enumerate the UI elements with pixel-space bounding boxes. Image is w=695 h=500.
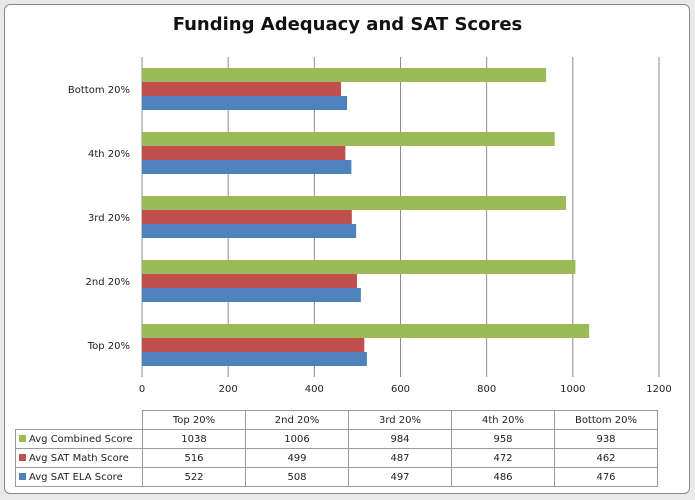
bar-avg-combined-score [142, 324, 590, 338]
table-cell: 516 [142, 448, 246, 468]
bar-avg-sat-ela-score [142, 352, 367, 366]
bar-avg-combined-score [142, 260, 576, 274]
table-cell: 508 [245, 467, 349, 487]
series-name: Avg SAT ELA Score [29, 471, 123, 483]
bar-avg-sat-math-score [142, 82, 342, 96]
x-tick-label: 600 [391, 384, 410, 395]
x-tick-label: 0 [139, 384, 145, 395]
bar-avg-combined-score [142, 68, 547, 82]
table-cell: 499 [245, 448, 349, 468]
x-tick-label: 400 [305, 384, 324, 395]
data-table: Top 20% 2nd 20% 3rd 20% 4th 20% Bottom 20% Av… [15, 410, 658, 487]
bar-avg-sat-ela-score [142, 160, 352, 174]
legend-key-icon [19, 434, 26, 442]
table-cell: 958 [451, 429, 555, 449]
table-cell: 476 [554, 467, 658, 487]
bar-avg-sat-math-score [142, 146, 346, 160]
table-column-header: Bottom 20% [554, 410, 658, 430]
bar-avg-combined-score [142, 132, 555, 146]
x-tick-label: 1000 [560, 384, 585, 395]
table-cell: 984 [348, 429, 452, 449]
legend-entry: Avg Combined Score [15, 429, 143, 449]
table-cell: 486 [451, 467, 555, 487]
bar-avg-sat-ela-score [142, 288, 361, 302]
legend-key-icon [19, 472, 26, 480]
bar-avg-sat-ela-score [142, 96, 348, 110]
table-cell: 462 [554, 448, 658, 468]
table-cell: 938 [554, 429, 658, 449]
y-tick-label: 3rd 20% [88, 213, 130, 224]
table-cell: 1038 [142, 429, 246, 449]
bar-avg-sat-math-score [142, 274, 357, 288]
table-header-row: Top 20% 2nd 20% 3rd 20% 4th 20% Bottom 20% [15, 410, 658, 430]
table-column-header: 3rd 20% [348, 410, 452, 430]
table-cell: 472 [451, 448, 555, 468]
x-tick-label: 800 [477, 384, 496, 395]
table-row: Avg SAT ELA Score 522 508 497 486 476 [15, 467, 658, 487]
y-tick-label: 4th 20% [88, 149, 130, 160]
table-row: Avg Combined Score 1038 1006 984 958 938 [15, 429, 658, 449]
legend-key-icon [19, 453, 26, 461]
table-cell: 1006 [245, 429, 349, 449]
x-tick-label: 200 [219, 384, 238, 395]
legend-entry: Avg SAT ELA Score [15, 467, 143, 487]
table-column-header: Top 20% [142, 410, 246, 430]
table-column-header: 2nd 20% [245, 410, 349, 430]
x-tick-label: 1200 [646, 384, 671, 395]
plot-area: 0 200 400 600 800 1000 1200 Top 20% 2nd 20% 3rd 2… [68, 57, 672, 395]
series-name: Avg Combined Score [29, 433, 133, 445]
bar-avg-sat-ela-score [142, 224, 357, 238]
table-row: Avg SAT Math Score 516 499 487 472 462 [15, 448, 658, 468]
table-cell: 497 [348, 467, 452, 487]
table-column-header: 4th 20% [451, 410, 555, 430]
chart-title: Funding Adequacy and SAT Scores [172, 14, 523, 35]
table-cell: 522 [142, 467, 246, 487]
y-tick-label: 2nd 20% [86, 277, 130, 288]
legend-entry: Avg SAT Math Score [15, 448, 143, 468]
series-name: Avg SAT Math Score [29, 452, 129, 464]
bar-avg-combined-score [142, 196, 566, 210]
y-tick-label: Top 20% [87, 341, 130, 352]
table-cell: 487 [348, 448, 452, 468]
bar-avg-sat-math-score [142, 338, 365, 352]
y-tick-label: Bottom 20% [68, 85, 130, 96]
bar-avg-sat-math-score [142, 210, 352, 224]
table-corner [15, 410, 143, 430]
